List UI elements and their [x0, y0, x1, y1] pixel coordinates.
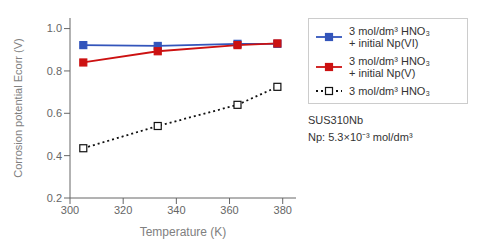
svg-text:0.2: 0.2: [47, 192, 62, 204]
svg-text:Corrosion potential Ecorr (V): Corrosion potential Ecorr (V): [12, 38, 24, 177]
svg-text:320: 320: [114, 204, 132, 216]
html-text:+ initial Np(V): + initial Np(V): [349, 67, 416, 79]
svg-text:Temperature (K): Temperature (K): [140, 225, 227, 239]
html-text:Np: 5.3×10⁻³ mol/dm³: Np: 5.3×10⁻³ mol/dm³: [308, 131, 413, 143]
svg-text:1.0: 1.0: [47, 22, 62, 34]
svg-text:0.6: 0.6: [47, 107, 62, 119]
html-text:SUS310Nb: SUS310Nb: [308, 114, 363, 126]
svg-text:0.4: 0.4: [47, 150, 62, 162]
svg-text:0.8: 0.8: [47, 65, 62, 77]
svg-text:340: 340: [167, 204, 185, 216]
html-text:3 mol/dm³ HNO₃: 3 mol/dm³ HNO₃: [349, 85, 430, 97]
html-text:3 mol/dm³ HNO₃: 3 mol/dm³ HNO₃: [349, 55, 430, 67]
svg-text:380: 380: [274, 204, 292, 216]
svg-text:300: 300: [61, 204, 79, 216]
svg-text:360: 360: [220, 204, 238, 216]
html-text:3 mol/dm³ HNO₃: 3 mol/dm³ HNO₃: [349, 25, 430, 37]
html-text:+ initial Np(VI): + initial Np(VI): [349, 37, 419, 49]
